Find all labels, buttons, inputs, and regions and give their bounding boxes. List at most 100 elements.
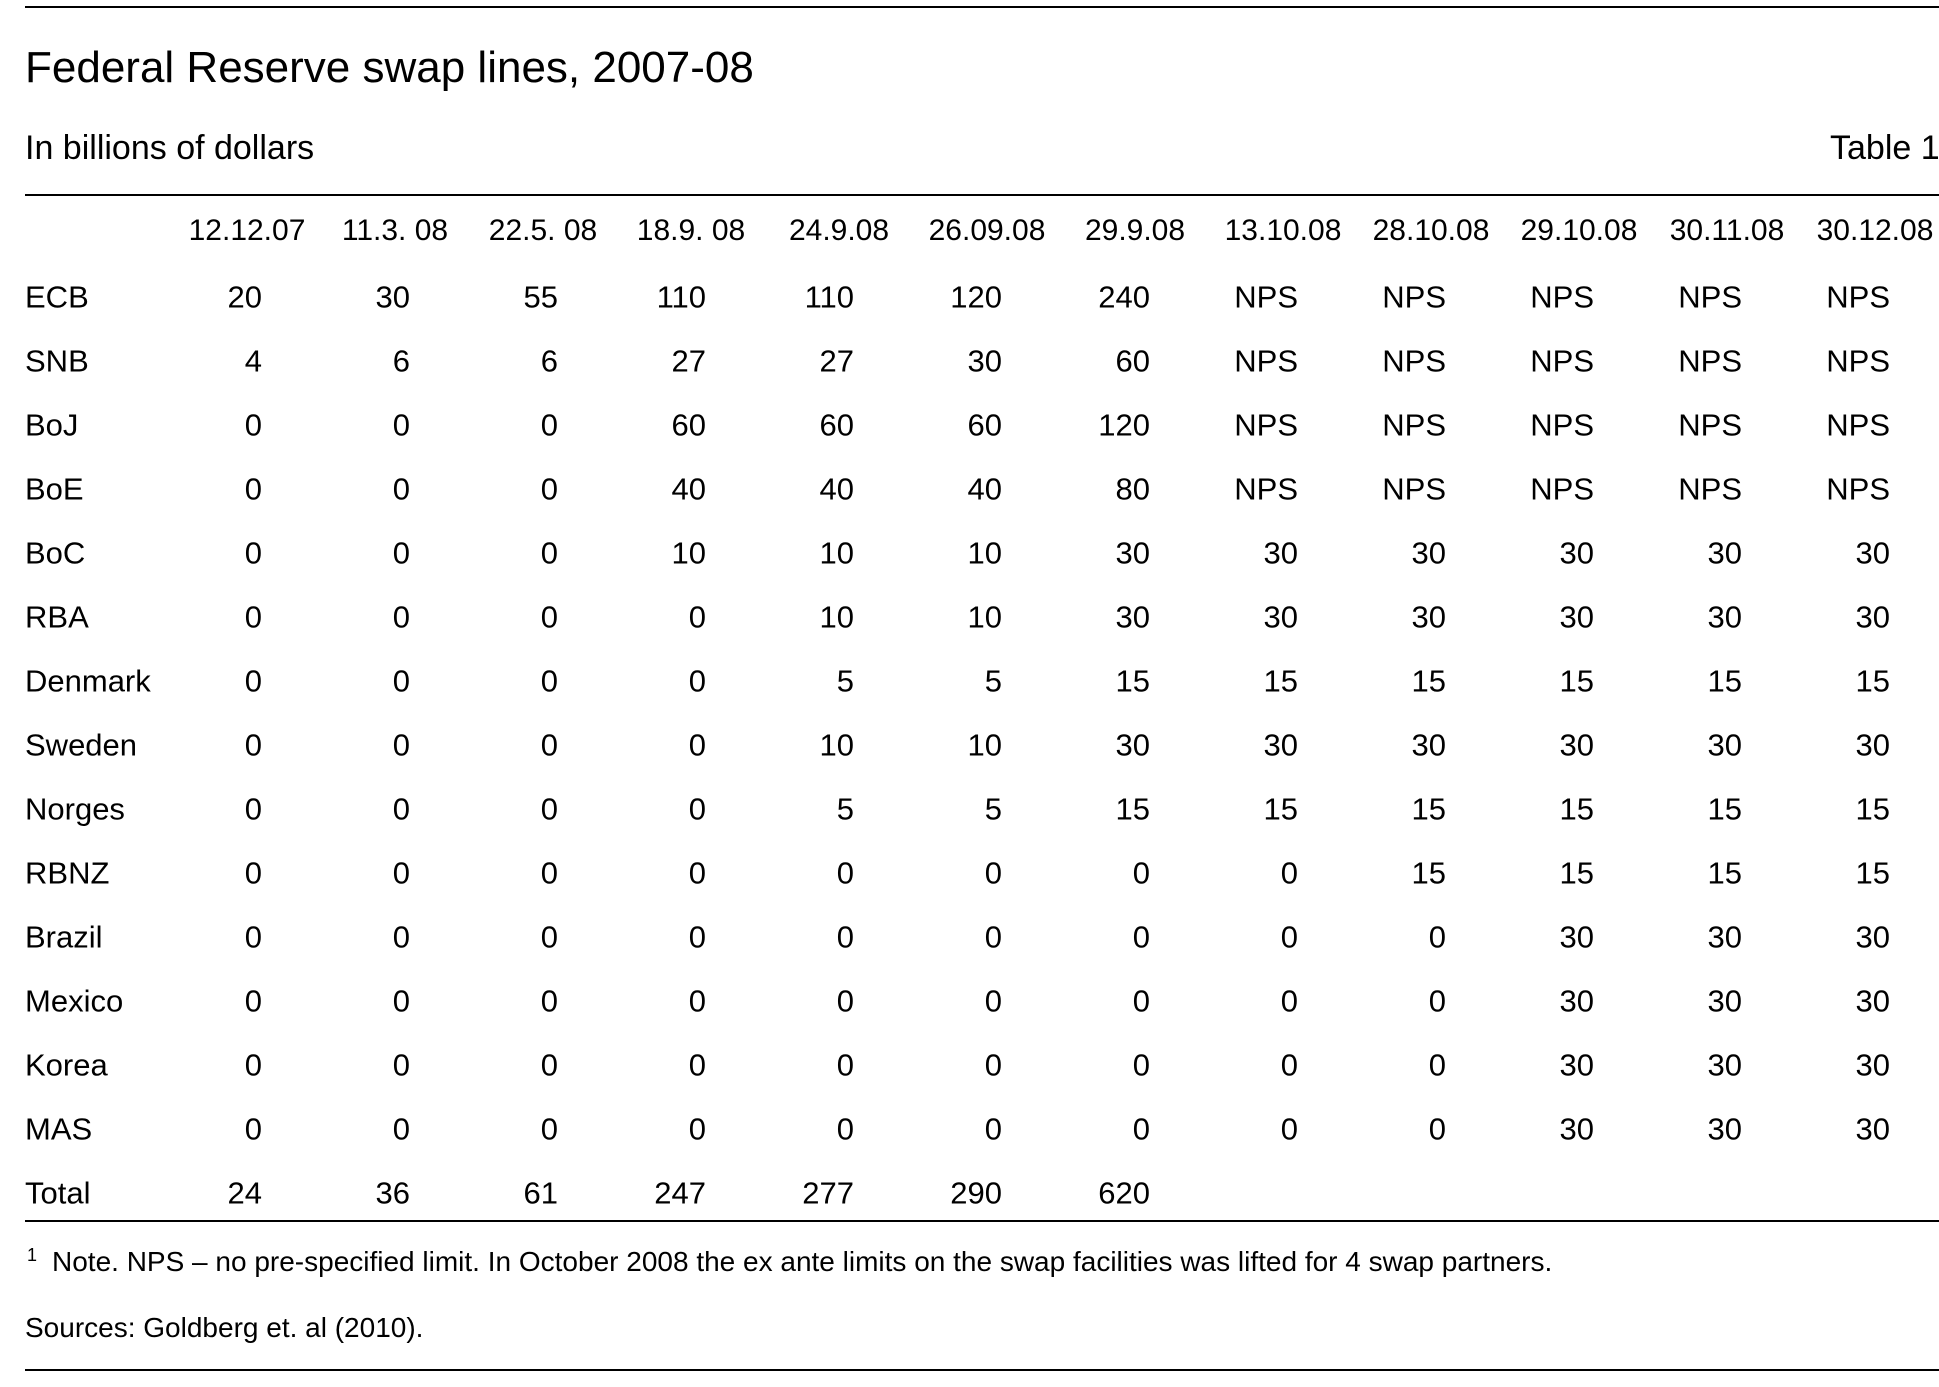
cell: 30 — [1559, 1111, 1594, 1147]
cell: 110 — [656, 279, 706, 315]
cell: 27 — [819, 343, 854, 379]
column-header: 30.12.08 — [1816, 214, 1934, 247]
cell: 15 — [1855, 855, 1890, 891]
cell: 0 — [540, 407, 558, 443]
column-header: 11.3. 08 — [341, 214, 449, 247]
cell: 0 — [1132, 983, 1150, 1019]
cell: NPS — [1826, 471, 1890, 507]
cell: NPS — [1234, 471, 1298, 507]
column-header: 28.10.08 — [1372, 214, 1490, 247]
cell: 30 — [1559, 1047, 1594, 1083]
cell: 30 — [1411, 599, 1446, 635]
cell: 60 — [967, 407, 1002, 443]
cell: 277 — [802, 1175, 854, 1211]
cell: 0 — [1428, 1111, 1446, 1147]
cell: 30 — [1263, 727, 1298, 763]
cell: 60 — [1115, 343, 1150, 379]
cell: 0 — [540, 1047, 558, 1083]
cell: 10 — [967, 599, 1002, 635]
cell: 0 — [1280, 1111, 1298, 1147]
cell: NPS — [1678, 471, 1742, 507]
cell: 4 — [244, 343, 262, 379]
cell: 0 — [392, 983, 410, 1019]
cell: 0 — [688, 983, 706, 1019]
cell: 0 — [688, 1111, 706, 1147]
cell: 30 — [1559, 727, 1594, 763]
column-header: 24.9.08 — [788, 214, 890, 247]
cell: 0 — [244, 535, 262, 571]
cell: 0 — [540, 791, 558, 827]
cell: 30 — [967, 343, 1002, 379]
cell: NPS — [1826, 407, 1890, 443]
cell: 30 — [1707, 535, 1742, 571]
cell: 240 — [1098, 279, 1150, 315]
title: Federal Reserve swap lines, 2007-08 — [25, 43, 754, 92]
cell: 290 — [950, 1175, 1002, 1211]
cell: 10 — [819, 599, 854, 635]
cell: 20 — [227, 279, 262, 315]
cell: 0 — [244, 791, 262, 827]
cell: 247 — [654, 1175, 706, 1211]
cell: 15 — [1707, 791, 1742, 827]
cell: 0 — [984, 1111, 1002, 1147]
cell: 80 — [1115, 471, 1150, 507]
cell: 0 — [1428, 1047, 1446, 1083]
cell: 55 — [523, 279, 558, 315]
cell: 10 — [967, 727, 1002, 763]
row-label: ECB — [25, 279, 89, 315]
cell: 620 — [1098, 1175, 1150, 1211]
cell: 40 — [671, 471, 706, 507]
column-header: 18.9. 08 — [636, 214, 746, 247]
row-label: BoE — [25, 471, 84, 507]
cell: 0 — [688, 599, 706, 635]
cell: 0 — [1280, 919, 1298, 955]
header-rule — [25, 194, 1939, 196]
cell: NPS — [1382, 279, 1446, 315]
cell: 6 — [392, 343, 410, 379]
cell: 15 — [1115, 791, 1150, 827]
cell: 61 — [523, 1175, 558, 1211]
cell: 30 — [1855, 599, 1890, 635]
cell: 0 — [1132, 1111, 1150, 1147]
cell: NPS — [1678, 279, 1742, 315]
cell: NPS — [1234, 279, 1298, 315]
cell: 30 — [1559, 919, 1594, 955]
row-label: BoJ — [25, 407, 79, 443]
cell: 0 — [244, 855, 262, 891]
cell: 0 — [244, 599, 262, 635]
cell: 0 — [540, 663, 558, 699]
cell: 0 — [392, 535, 410, 571]
cell: 15 — [1559, 663, 1594, 699]
bottom-rule — [25, 1369, 1939, 1371]
column-header: 26.09.08 — [928, 214, 1046, 247]
cell: 30 — [1263, 535, 1298, 571]
column-header: 13.10.08 — [1224, 214, 1342, 247]
column-header: 29.10.08 — [1520, 214, 1638, 247]
cell: 0 — [540, 1111, 558, 1147]
cell: 120 — [1098, 407, 1150, 443]
cell: NPS — [1234, 343, 1298, 379]
cell: 30 — [1559, 599, 1594, 635]
cell: 30 — [1559, 535, 1594, 571]
cell: 0 — [392, 599, 410, 635]
cell: 10 — [819, 535, 854, 571]
cell: 30 — [1855, 535, 1890, 571]
cell: 30 — [1855, 727, 1890, 763]
cell: NPS — [1826, 279, 1890, 315]
cell: 0 — [244, 471, 262, 507]
column-header: 29.9.08 — [1084, 214, 1186, 247]
cell: 0 — [984, 983, 1002, 1019]
column-header: 30.11.08 — [1669, 214, 1785, 247]
cell: 0 — [1280, 983, 1298, 1019]
footnote-marker: 1 — [27, 1245, 38, 1265]
cell: NPS — [1530, 343, 1594, 379]
cell: NPS — [1678, 343, 1742, 379]
cell: 0 — [392, 919, 410, 955]
cell: 0 — [540, 983, 558, 1019]
cell: 0 — [540, 599, 558, 635]
row-label: BoC — [25, 535, 86, 571]
cell: 40 — [967, 471, 1002, 507]
cell: 15 — [1115, 663, 1150, 699]
cell: 0 — [836, 1111, 854, 1147]
